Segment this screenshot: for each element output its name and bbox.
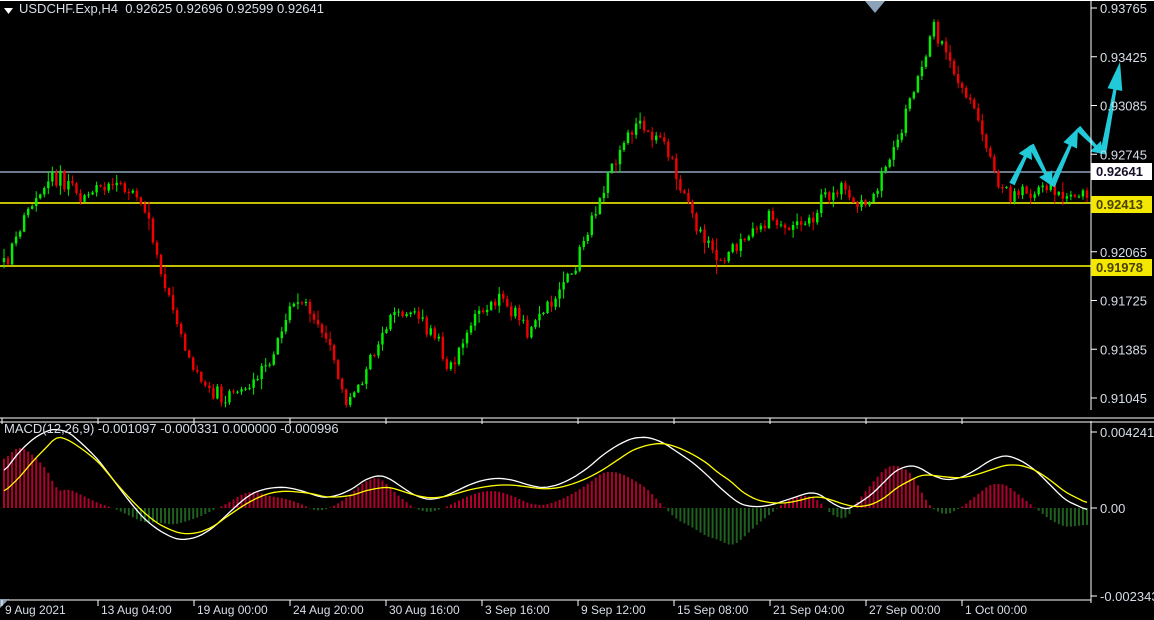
- svg-text:0.91978: 0.91978: [1096, 260, 1143, 275]
- svg-text:0.92745: 0.92745: [1100, 147, 1147, 162]
- svg-text:1 Oct 00:00: 1 Oct 00:00: [965, 603, 1027, 617]
- svg-text:0.93765: 0.93765: [1100, 1, 1147, 16]
- svg-text:3 Sep 16:00: 3 Sep 16:00: [485, 603, 550, 617]
- svg-text:0.91725: 0.91725: [1100, 294, 1147, 309]
- svg-text:24 Aug 20:00: 24 Aug 20:00: [293, 603, 364, 617]
- svg-text:MACD(12,26,9) -0.001097 -0.000: MACD(12,26,9) -0.001097 -0.000331 0.0000…: [4, 421, 339, 436]
- svg-text:30 Aug 16:00: 30 Aug 16:00: [389, 603, 460, 617]
- svg-text:0.93425: 0.93425: [1100, 50, 1147, 65]
- svg-text:0.91385: 0.91385: [1100, 342, 1147, 357]
- svg-text:-0.002343: -0.002343: [1100, 589, 1154, 604]
- svg-text:13 Aug 04:00: 13 Aug 04:00: [101, 603, 172, 617]
- svg-text:0.004241: 0.004241: [1100, 425, 1154, 440]
- svg-text:21 Sep 04:00: 21 Sep 04:00: [773, 603, 845, 617]
- svg-text:9 Aug 2021: 9 Aug 2021: [5, 603, 66, 617]
- svg-text:9 Sep 12:00: 9 Sep 12:00: [581, 603, 646, 617]
- svg-text:USDCHF.Exp,H4 0.92625 0.92696: USDCHF.Exp,H4 0.92625 0.92696 0.92599 0.…: [19, 1, 324, 16]
- svg-text:0.92641: 0.92641: [1096, 164, 1143, 179]
- svg-text:27 Sep 00:00: 27 Sep 00:00: [869, 603, 941, 617]
- svg-text:0.91045: 0.91045: [1100, 391, 1147, 406]
- svg-text:0.93085: 0.93085: [1100, 99, 1147, 114]
- svg-text:19 Aug 00:00: 19 Aug 00:00: [197, 603, 268, 617]
- svg-text:15 Sep 08:00: 15 Sep 08:00: [677, 603, 749, 617]
- svg-text:0.00: 0.00: [1100, 501, 1125, 516]
- svg-text:0.92065: 0.92065: [1100, 245, 1147, 260]
- svg-text:0.92413: 0.92413: [1096, 197, 1143, 212]
